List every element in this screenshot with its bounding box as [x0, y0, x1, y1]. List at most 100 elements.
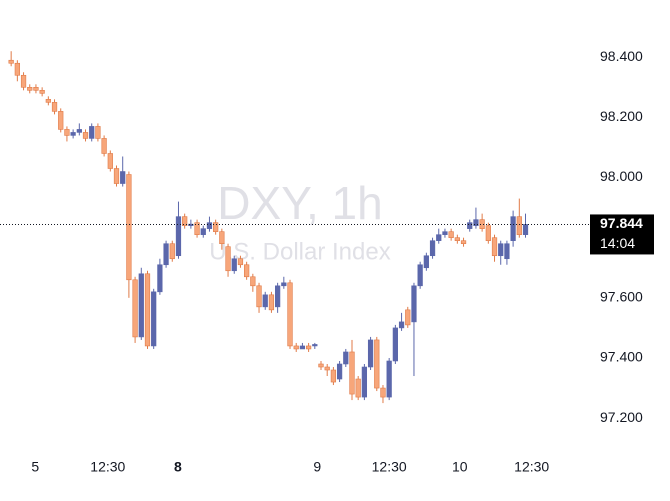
candle-body: [392, 327, 398, 362]
candle-body: [305, 345, 312, 350]
candle-body: [299, 345, 306, 350]
candle-body: [20, 74, 27, 88]
candle-body: [429, 240, 436, 257]
candle-body: [58, 111, 64, 130]
y-tick-label: 98.000: [600, 168, 643, 184]
y-tick-label: 98.200: [600, 108, 643, 124]
candle-body: [70, 132, 76, 136]
candle-body: [188, 223, 194, 226]
candle-body: [225, 246, 231, 272]
candle-body: [33, 87, 39, 91]
candle-body: [386, 360, 392, 398]
candle-body: [275, 285, 281, 308]
candle-body: [157, 264, 163, 293]
candle-body: [89, 126, 95, 139]
candle-body: [244, 264, 250, 278]
candle-body: [367, 339, 374, 368]
candle-body: [107, 153, 113, 169]
candle-body: [256, 285, 262, 308]
candle-body: [120, 171, 126, 184]
candle-body: [504, 243, 510, 260]
candle-body: [448, 231, 454, 238]
candle-body: [336, 363, 343, 380]
candle-body: [405, 309, 411, 326]
last-price-box: [590, 214, 654, 255]
candle-body: [95, 126, 101, 139]
candle-body: [423, 255, 429, 269]
candle-body: [126, 174, 132, 281]
y-tick-label: 97.200: [600, 409, 643, 425]
y-tick-label: 98.400: [600, 48, 643, 64]
candle-body: [8, 59, 14, 64]
candle-body: [250, 276, 256, 287]
candle-body: [231, 258, 237, 272]
candle-body: [343, 351, 349, 365]
candle-body: [182, 216, 188, 226]
candle-body: [144, 273, 151, 347]
candle-body: [163, 243, 169, 266]
candle-body: [312, 344, 318, 347]
candle-body: [219, 231, 225, 244]
candle-body: [194, 222, 200, 235]
candle-body: [510, 216, 516, 241]
candle-body: [27, 87, 33, 91]
candle-body: [82, 132, 89, 139]
candle-body: [206, 222, 213, 229]
candle-body: [522, 224, 529, 235]
candle-body: [151, 291, 157, 347]
candle-body: [101, 138, 107, 154]
candle-body: [138, 273, 144, 338]
candle-body: [318, 363, 324, 368]
candle-body: [491, 237, 498, 257]
x-tick-label: 9: [313, 459, 321, 475]
y-tick-label: 97.400: [600, 349, 643, 365]
candle-body: [380, 387, 386, 398]
candle-body: [436, 234, 442, 241]
watermark-symbol: DXY, 1h: [217, 177, 382, 229]
candle-body: [200, 228, 206, 235]
candle-body: [361, 366, 368, 398]
candle-body: [516, 216, 522, 235]
candle-body: [479, 219, 485, 229]
candle-body: [39, 90, 45, 94]
candle-body: [442, 231, 448, 235]
candle-body: [169, 243, 175, 260]
candle-body: [417, 264, 423, 287]
candle-body: [293, 345, 299, 350]
candle-body: [175, 216, 182, 257]
plot: [8, 51, 529, 404]
candle-body: [281, 282, 287, 287]
candle-body: [262, 294, 268, 308]
x-tick-label: 12:30: [514, 459, 549, 475]
candle-body: [51, 102, 58, 112]
candle-body: [76, 129, 82, 133]
candle-body: [330, 369, 337, 383]
candle-body: [113, 168, 120, 184]
candle-body: [374, 339, 380, 389]
candle-body: [287, 282, 293, 347]
y-tick-label: 97.600: [600, 289, 643, 305]
candle-body: [268, 294, 275, 311]
candle-body: [411, 285, 417, 323]
candle-body: [498, 243, 504, 257]
candle-body: [324, 366, 330, 371]
candle-body: [454, 237, 460, 241]
x-tick-label: 10: [452, 459, 468, 475]
x-tick-label: 8: [174, 459, 182, 475]
x-tick-label: 12:30: [372, 459, 407, 475]
x-tick-label: 5: [31, 459, 39, 475]
candle-body: [467, 222, 473, 229]
x-tick-label: 12:30: [90, 459, 125, 475]
candle-body: [349, 351, 355, 395]
last-time-label: 14:04: [600, 235, 635, 251]
candle-body: [14, 62, 20, 76]
candle-body: [237, 258, 244, 266]
candle-body: [485, 225, 491, 241]
candle-body: [64, 129, 70, 136]
candle-body: [398, 321, 405, 329]
candle-body: [213, 222, 219, 232]
candle-body: [355, 378, 361, 398]
candle-body: [460, 240, 467, 244]
